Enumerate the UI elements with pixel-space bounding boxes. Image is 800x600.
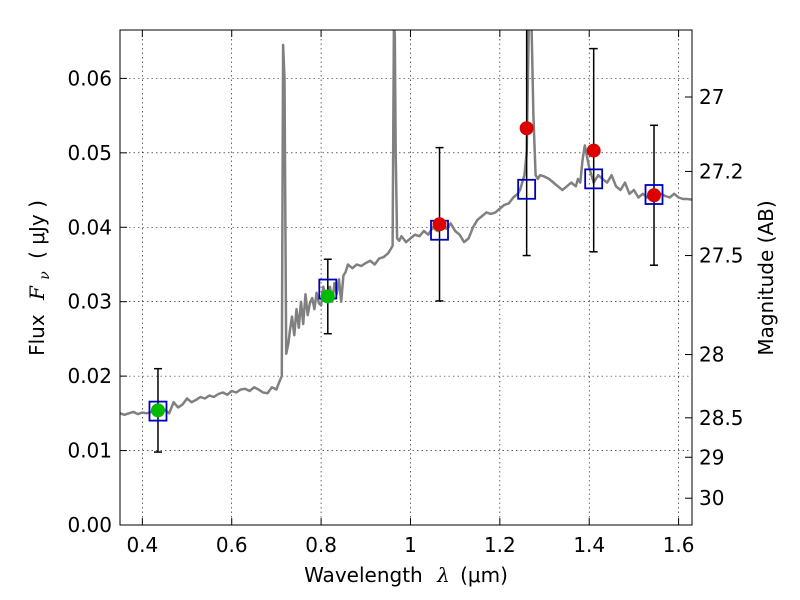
right-tick-label: 28.5 <box>699 406 744 430</box>
observed-point <box>320 289 335 304</box>
x-axis-label-symbol: λ <box>436 563 450 587</box>
y-tick-label: 0.00 <box>67 513 112 537</box>
x-tick-label: 1 <box>404 533 417 557</box>
y-tick-label: 0.02 <box>67 364 112 388</box>
right-tick-label: 27.2 <box>699 159 744 183</box>
right-tick-label: 27 <box>699 85 724 109</box>
y-tick-label: 0.01 <box>67 439 112 463</box>
right-tick-label: 28 <box>699 343 724 367</box>
observed-point <box>647 188 662 203</box>
y-axis-label-text: Flux <box>25 314 49 356</box>
y-axis-label-symbol: F <box>25 285 49 301</box>
spectrum-line <box>120 30 692 417</box>
right-axis-label: Magnitude (AB) <box>754 200 778 355</box>
plot-frame <box>119 29 693 526</box>
observed-point <box>150 403 165 418</box>
right-tick-label: 29 <box>699 445 724 469</box>
x-tick-label: 0.6 <box>216 533 248 557</box>
y-axis-label-unit: ( μJy ) <box>25 200 49 259</box>
grid <box>120 30 692 526</box>
ticks: 0.4 0.6 0.8 1 1.2 1.4 1.6 0.00 0.01 0.02 0.03 0.04 0… <box>67 30 744 557</box>
y-tick-label: 0.03 <box>67 290 112 314</box>
model-point-box <box>644 184 664 205</box>
observed-point <box>519 121 534 136</box>
right-tick-label: 30 <box>699 486 724 510</box>
spectrum-layer <box>120 30 692 417</box>
x-tick-label: 0.4 <box>126 533 158 557</box>
x-tick-label: 1.2 <box>484 533 516 557</box>
x-tick-label: 0.8 <box>305 533 337 557</box>
x-axis-label: Wavelength λ (μm) <box>304 563 508 587</box>
y-tick-label: 0.05 <box>67 141 112 165</box>
y-axis-label-subscript: ν <box>37 271 53 280</box>
right-tick-label: 27.5 <box>699 244 744 268</box>
model-point-box <box>148 400 168 422</box>
observed-points <box>150 121 662 418</box>
observed-point <box>586 143 601 158</box>
model-point-box <box>584 168 604 190</box>
y-axis-label: Flux F ν ( μJy ) <box>25 200 54 356</box>
x-tick-label: 1.4 <box>573 533 605 557</box>
x-axis-label-unit: (μm) <box>460 563 508 587</box>
model-point-box <box>517 178 537 200</box>
x-axis-label-text: Wavelength <box>304 563 423 587</box>
y-tick-label: 0.06 <box>67 66 112 90</box>
observed-point <box>432 217 447 232</box>
y-tick-label: 0.04 <box>67 215 112 239</box>
x-tick-label: 1.6 <box>663 533 695 557</box>
